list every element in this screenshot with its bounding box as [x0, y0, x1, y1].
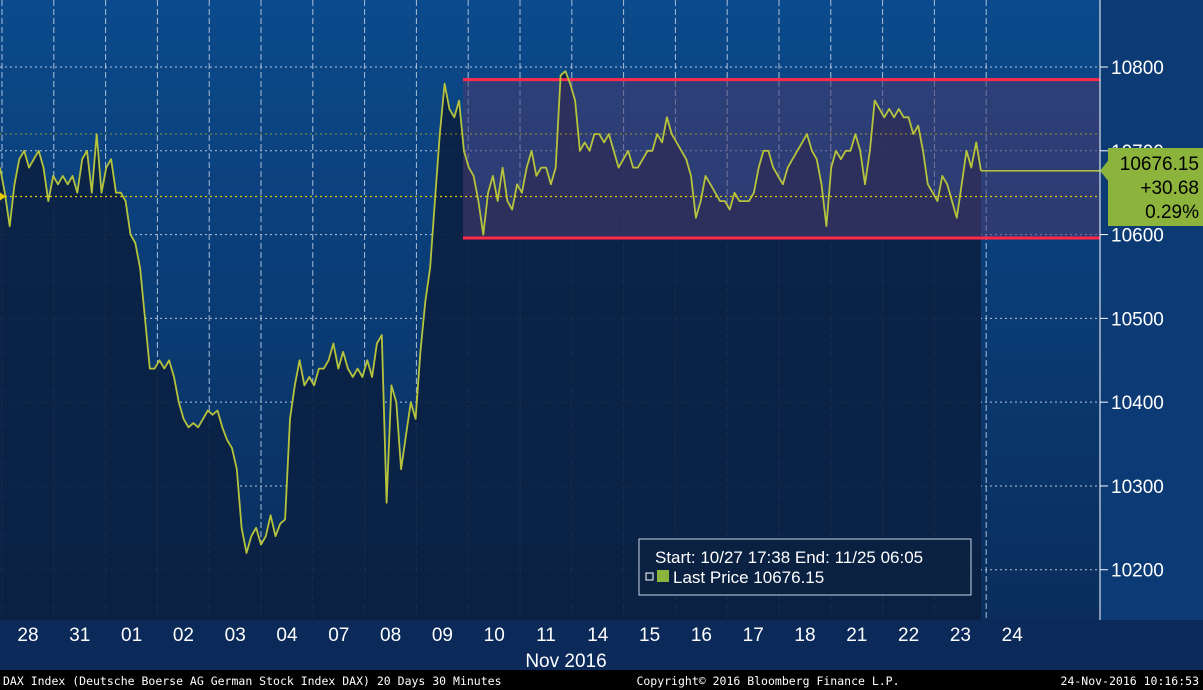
x-tick-label-18: 18 [794, 625, 815, 646]
legend-background [638, 538, 972, 596]
y-tick-label-10800: 10800 [1111, 58, 1164, 79]
x-tick-label-28: 28 [17, 625, 38, 646]
current-price-badge: 10676.15 +30.68 0.29% [1100, 148, 1203, 226]
badge-percent: 0.29% [1145, 202, 1199, 223]
badge-price: 10676.15 [1120, 154, 1199, 175]
footer-timestamp: 24-Nov-2016 10:16:53 [1061, 674, 1200, 688]
badge-shape [1100, 148, 1203, 226]
x-tick-label-02: 02 [173, 625, 194, 646]
x-tick-label-11: 11 [536, 625, 556, 646]
x-axis-panel [0, 620, 1203, 670]
x-tick-label-21: 21 [846, 625, 867, 646]
y-tick-label-10300: 10300 [1111, 477, 1164, 498]
x-tick-label-08: 08 [380, 625, 401, 646]
x-tick-label-14: 14 [587, 625, 609, 646]
trading-range-box [463, 79, 1100, 238]
y-tick-label-10400: 10400 [1111, 393, 1164, 414]
legend-range-text: Start: 10/27 17:38 End: 11/25 06:05 [655, 548, 923, 567]
x-tick-label-03: 03 [225, 625, 246, 646]
x-tick-label-16: 16 [691, 625, 712, 646]
y-tick-label-10200: 10200 [1111, 561, 1164, 582]
legend-series-text: Last Price 10676.15 [673, 568, 824, 587]
x-tick-label-17: 17 [743, 625, 764, 646]
axis-panel [1100, 0, 1203, 620]
footer-bar [0, 670, 1203, 690]
x-tick-label-31: 31 [69, 625, 90, 646]
x-tick-label-24: 24 [1002, 625, 1024, 646]
price-line [0, 70, 982, 554]
previous-close-marker [0, 192, 6, 201]
x-tick-label-15: 15 [639, 625, 660, 646]
x-tick-label-09: 09 [432, 625, 453, 646]
x-month-label: Nov 2016 [525, 651, 606, 672]
y-tick-label-10500: 10500 [1111, 309, 1164, 330]
legend-series-swatch [657, 570, 669, 582]
footer-description: DAX Index (Deutsche Boerse AG German Sto… [3, 674, 502, 688]
x-tick-label-22: 22 [898, 625, 919, 646]
x-tick-label-23: 23 [950, 625, 971, 646]
footer-copyright: Copyright© 2016 Bloomberg Finance L.P. [636, 674, 899, 688]
x-tick-label-10: 10 [484, 625, 505, 646]
x-tick-label-07: 07 [328, 625, 349, 646]
x-tick-label-04: 04 [276, 625, 298, 646]
y-tick-label-10600: 10600 [1111, 226, 1164, 247]
legend-box: Start: 10/27 17:38 End: 11/25 06:05 Last… [638, 538, 972, 596]
x-tick-label-01: 01 [121, 625, 142, 646]
legend-expand-icon[interactable] [645, 572, 654, 581]
badge-change: +30.68 [1140, 178, 1199, 199]
